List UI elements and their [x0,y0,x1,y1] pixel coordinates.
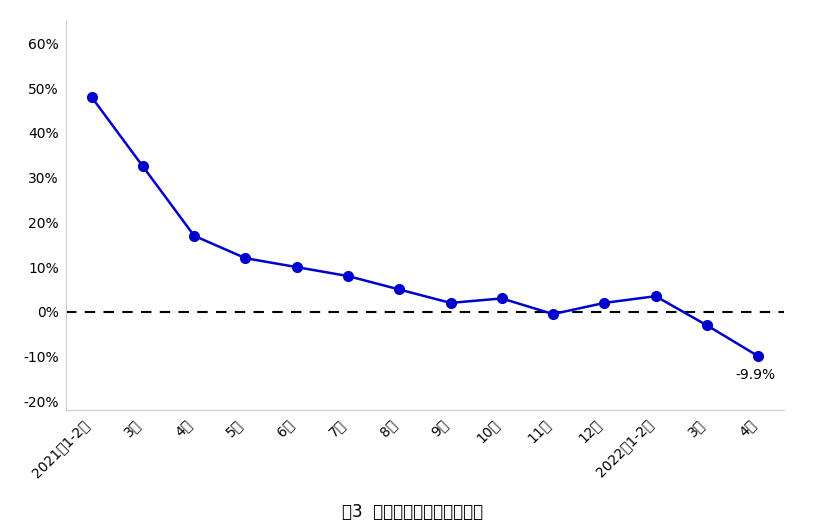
Text: 图3  货运量月度同比增速变化: 图3 货运量月度同比增速变化 [342,503,483,521]
Text: -9.9%: -9.9% [736,368,775,381]
